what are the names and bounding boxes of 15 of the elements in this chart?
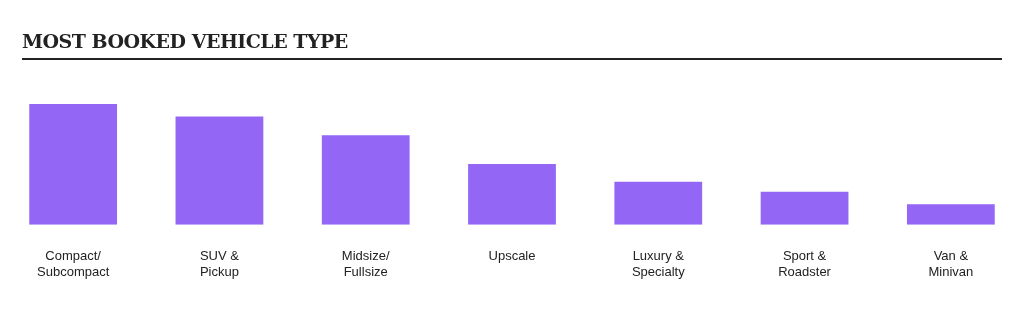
x-tick-label: SUV & Pickup	[199, 248, 240, 279]
x-tick-label: Sport & Roadster	[778, 248, 832, 279]
bar	[321, 135, 410, 225]
bar	[614, 181, 703, 225]
bar	[29, 104, 118, 225]
bar	[175, 116, 264, 225]
x-tick-label: Van & Minivan	[928, 248, 974, 279]
x-tick-label: Compact/ Subcompact	[37, 248, 110, 279]
bar	[468, 163, 556, 225]
x-tick-label: Luxury & Specialty	[631, 248, 686, 279]
x-tick-label: Upscale	[488, 248, 536, 264]
x-tick-label: Midsize/ Fullsize	[341, 248, 390, 279]
bar	[906, 204, 995, 225]
chart-title: MOST BOOKED VEHICLE TYPE	[22, 30, 348, 52]
bar	[760, 191, 849, 225]
